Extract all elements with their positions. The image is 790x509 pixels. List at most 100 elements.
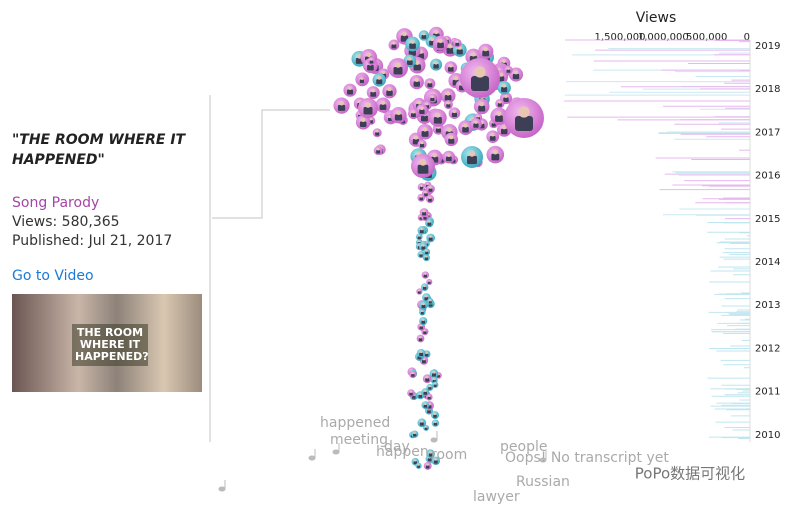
bubble-figure <box>421 131 429 137</box>
bubble-face <box>422 244 425 247</box>
bubble-figure <box>424 257 428 260</box>
bubble-face <box>449 135 454 140</box>
bubble-face <box>417 100 422 105</box>
video-thumbnail[interactable]: THE ROOM WHERE IT HAPPENED? <box>12 294 202 392</box>
bubble-figure <box>423 274 427 278</box>
bubble-face <box>411 372 414 375</box>
bubble-face <box>430 37 434 42</box>
bubble-face <box>424 402 427 406</box>
bubble-figure <box>337 104 346 111</box>
year-label: 2016 <box>755 171 780 182</box>
bubble-face <box>377 75 382 80</box>
bubble-face <box>423 284 426 288</box>
bubble-figure <box>419 186 424 190</box>
bubble-figure <box>427 458 432 462</box>
bubble-figure <box>428 198 432 202</box>
bubble-face <box>428 196 432 199</box>
bubble-figure <box>413 64 421 71</box>
bubble-figure <box>421 304 426 309</box>
bubble-figure <box>417 236 421 239</box>
bubble-figure <box>419 254 423 257</box>
bubble-figure <box>495 115 503 122</box>
bubble-face <box>419 392 422 396</box>
bubble-figure <box>424 427 428 430</box>
bubble-figure <box>433 414 437 418</box>
bubble-face <box>425 351 428 354</box>
bubble-face <box>414 459 417 462</box>
bubble-face <box>425 102 429 106</box>
bubble-face <box>456 40 459 44</box>
views-tick-label: 500,000 <box>686 32 727 43</box>
bubble-face <box>422 318 425 321</box>
bubble-figure <box>435 128 441 133</box>
bubble-face <box>502 125 507 130</box>
bubble-figure <box>375 132 380 136</box>
bubble-face <box>426 182 429 186</box>
year-label: 2010 <box>755 430 780 441</box>
bubble-face <box>360 77 364 80</box>
bubble-face <box>452 109 457 114</box>
bubble-figure <box>448 138 455 144</box>
bubble-figure <box>503 97 509 103</box>
year-label: 2018 <box>755 84 780 95</box>
bubble-figure <box>386 90 393 96</box>
bubble-figure <box>456 49 463 55</box>
bubble-figure <box>363 107 373 115</box>
bubble-figure <box>473 123 479 128</box>
word: lawyer <box>473 489 520 505</box>
bubble-figure <box>419 229 424 234</box>
bubble-face <box>419 350 423 354</box>
bubble-figure <box>489 136 496 141</box>
bubble-figure <box>427 410 431 414</box>
bubble-figure <box>370 91 377 97</box>
bubble-figure <box>413 433 417 437</box>
bubble-face <box>502 83 507 88</box>
bubble-figure <box>515 116 533 131</box>
bubble-figure <box>427 222 432 226</box>
bubble-figure <box>419 422 424 426</box>
bubble-figure <box>406 60 413 65</box>
bubble-face <box>402 31 407 37</box>
bubble-figure <box>379 104 387 110</box>
bubble-face <box>428 280 431 282</box>
bubble-figure <box>419 352 424 356</box>
bubble-figure <box>455 42 460 46</box>
bubble-figure <box>387 117 392 122</box>
bubble-figure <box>433 422 438 426</box>
bubble-figure <box>422 286 427 290</box>
bubble-figure <box>491 123 496 127</box>
bubble-face <box>502 59 506 63</box>
bubble-figure <box>445 156 452 162</box>
bubble-face <box>420 227 423 231</box>
connector-line <box>212 109 330 219</box>
bubble-face <box>424 272 427 275</box>
bubble-figure <box>428 301 432 304</box>
bubble-figure <box>409 43 416 49</box>
bubble-figure <box>478 105 486 112</box>
bubble-figure <box>425 465 430 469</box>
year-label: 2012 <box>755 343 780 354</box>
bubble-figure <box>393 67 403 75</box>
bubble-figure <box>420 143 425 148</box>
bubble-face <box>434 29 439 35</box>
bubble-figure <box>433 460 438 464</box>
video-link[interactable]: Go to Video <box>12 268 94 284</box>
bubble-figure <box>428 188 433 192</box>
bubble-figure <box>420 311 424 315</box>
bubble-face <box>433 378 436 381</box>
bubble-figure <box>421 320 426 324</box>
bubble-face <box>417 464 420 466</box>
bubble-figure <box>428 453 433 457</box>
bubble-face <box>425 295 428 298</box>
video-published: Published: Jul 21, 2017 <box>12 233 173 249</box>
bubble-figure <box>467 155 477 165</box>
bubble-face <box>434 61 438 65</box>
bubble-face <box>413 135 418 140</box>
bubble-figure <box>417 164 429 174</box>
bubble-face <box>426 463 429 466</box>
bubble-figure <box>482 50 490 57</box>
bubble-face <box>392 41 396 45</box>
bubble-figure <box>506 69 511 73</box>
